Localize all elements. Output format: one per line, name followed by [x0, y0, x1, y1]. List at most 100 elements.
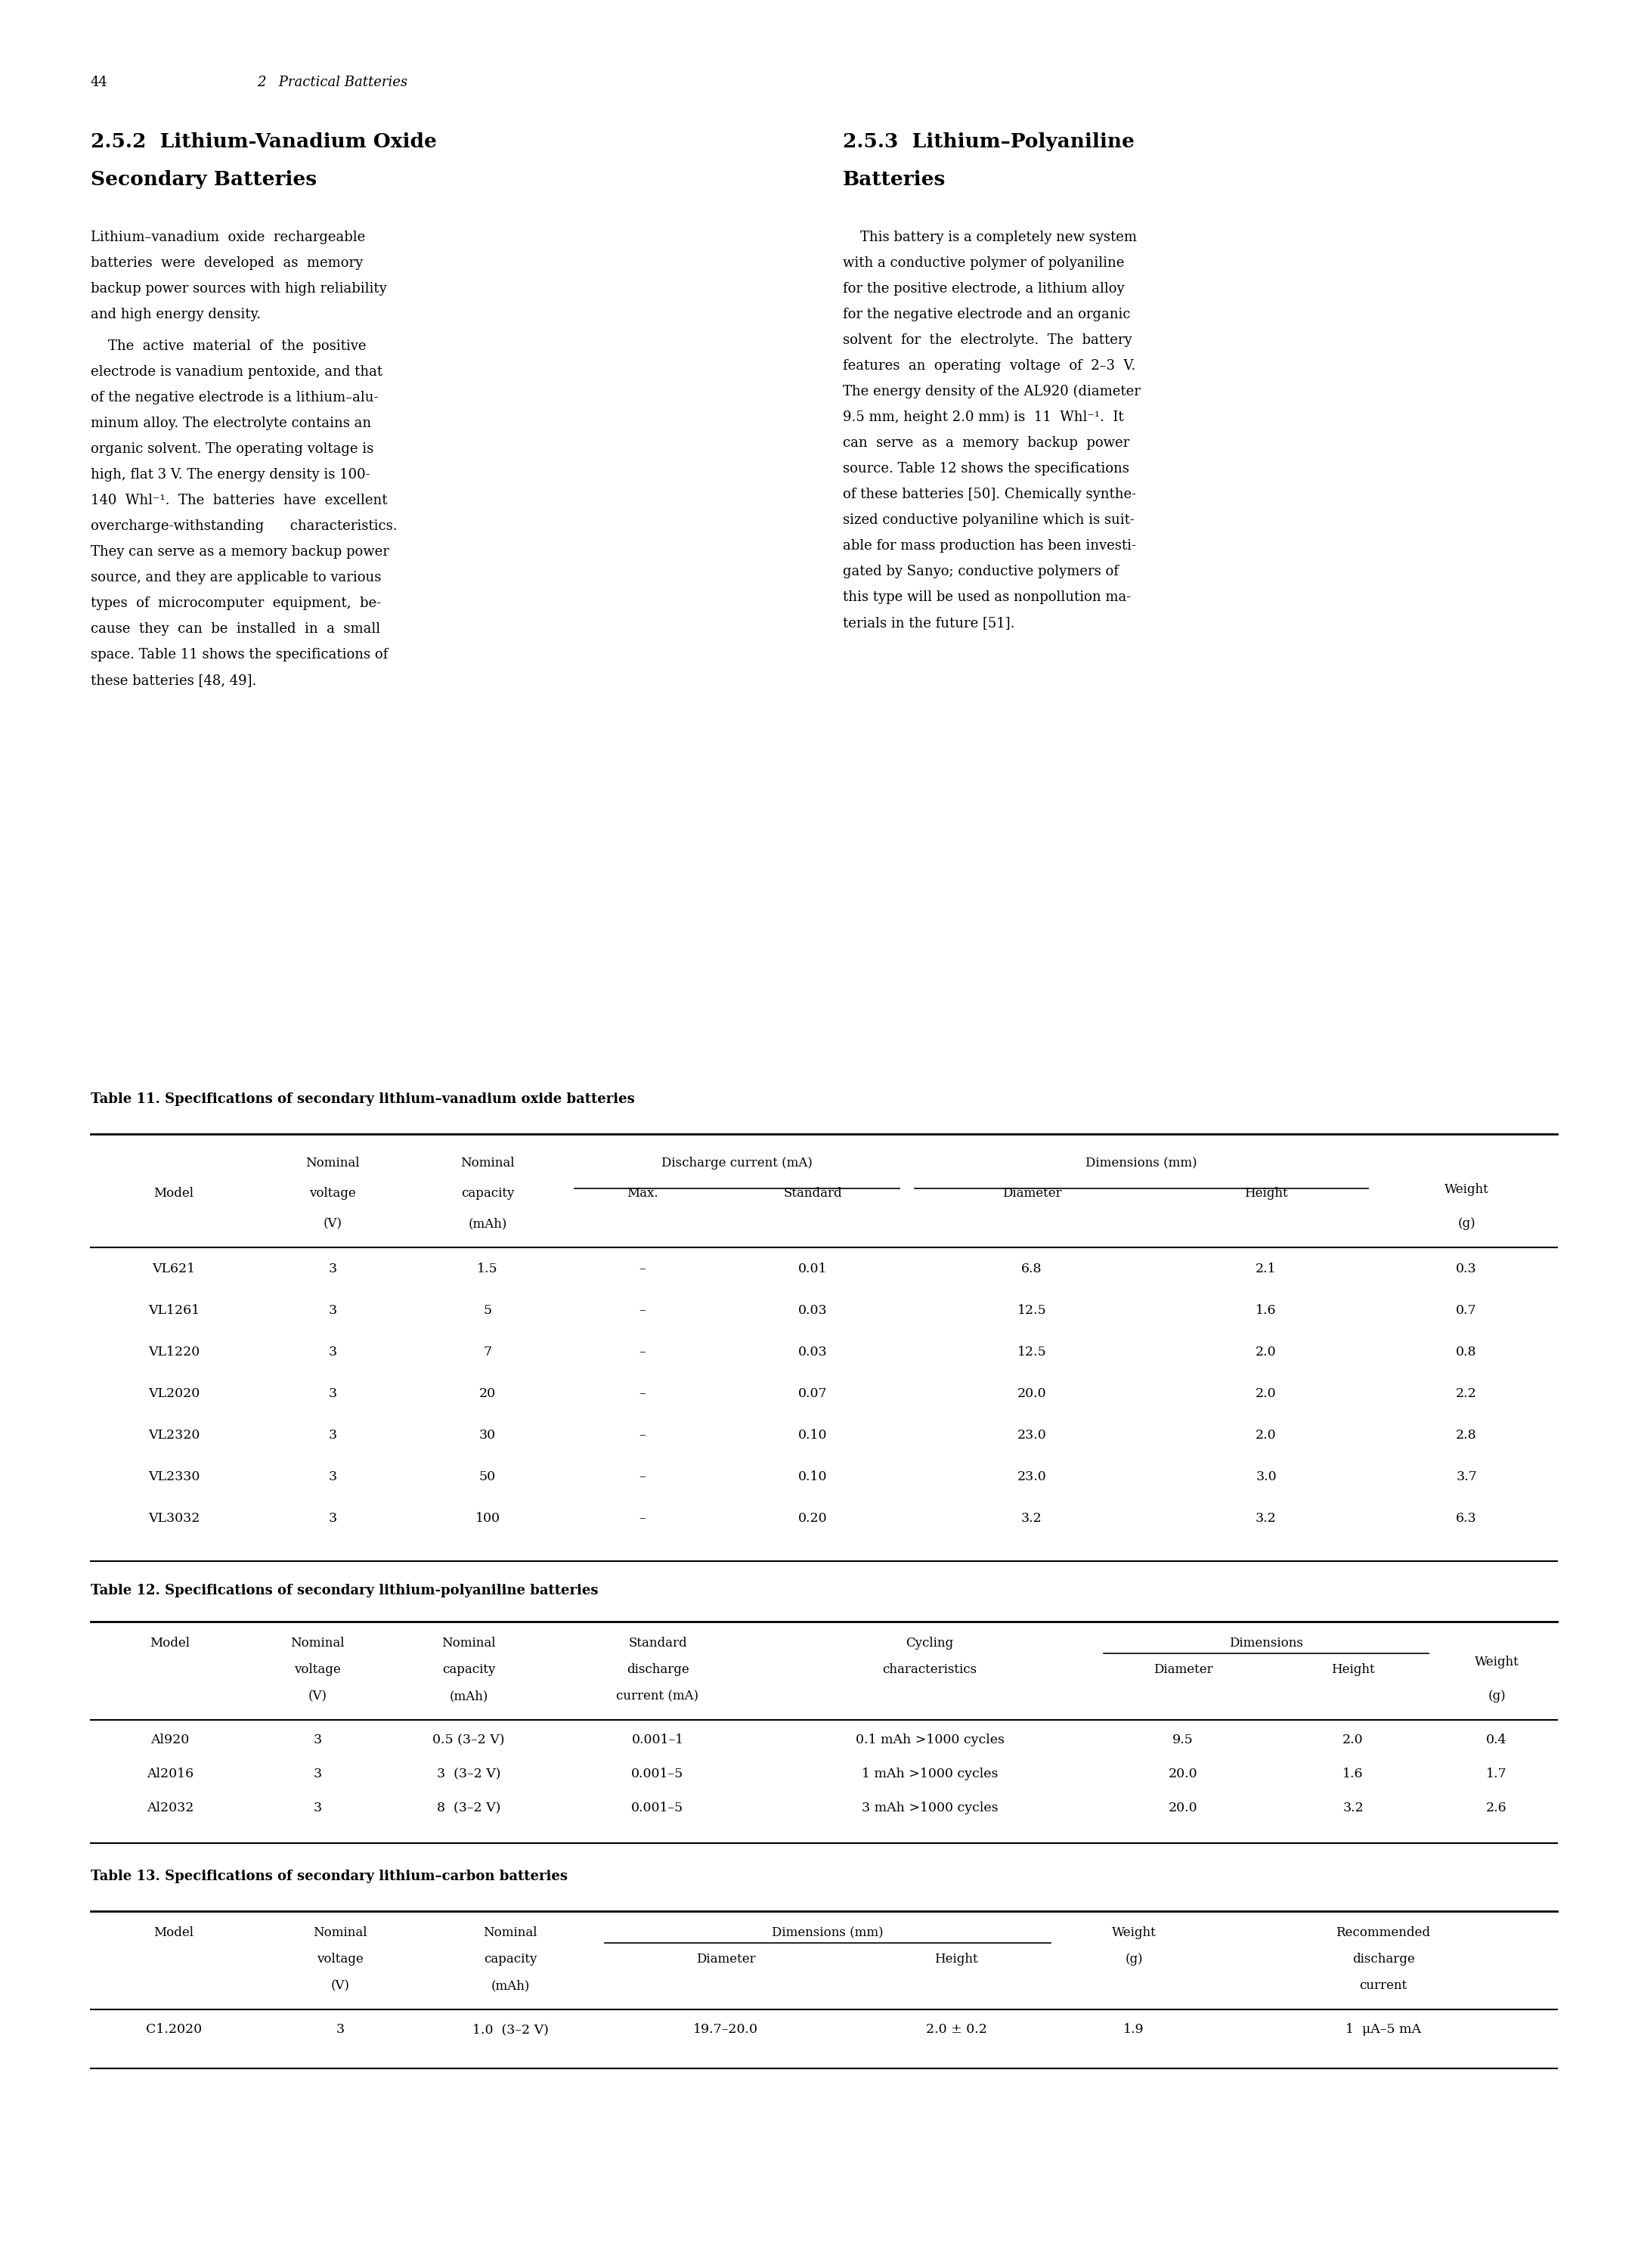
- Text: 0.8: 0.8: [1457, 1345, 1476, 1359]
- Text: discharge: discharge: [626, 1662, 688, 1676]
- Text: 0.001–5: 0.001–5: [631, 1767, 683, 1780]
- Text: 0.7: 0.7: [1457, 1304, 1476, 1318]
- Text: minum alloy. The electrolyte contains an: minum alloy. The electrolyte contains an: [90, 417, 371, 431]
- Text: features  an  operating  voltage  of  2–3  V.: features an operating voltage of 2–3 V.: [842, 358, 1136, 372]
- Text: VL621: VL621: [152, 1263, 196, 1275]
- Text: 1  μA–5 mA: 1 μA–5 mA: [1346, 2023, 1421, 2037]
- Text: Nominal: Nominal: [306, 1157, 360, 1170]
- Text: –: –: [639, 1304, 646, 1318]
- Text: 3: 3: [329, 1470, 337, 1483]
- Text: (g): (g): [1457, 1218, 1475, 1229]
- Text: voltage: voltage: [317, 1953, 363, 1966]
- Text: space. Table 11 shows the specifications of: space. Table 11 shows the specifications…: [90, 649, 387, 662]
- Text: 3 mAh >1000 cycles: 3 mAh >1000 cycles: [862, 1801, 997, 1814]
- Text: 3.2: 3.2: [1022, 1513, 1041, 1524]
- Text: Secondary Batteries: Secondary Batteries: [90, 170, 317, 188]
- Text: 100: 100: [476, 1513, 500, 1524]
- Text: –: –: [639, 1263, 646, 1275]
- Text: Weight: Weight: [1475, 1656, 1519, 1669]
- Text: Dimensions: Dimensions: [1230, 1637, 1303, 1649]
- Text: 2   Practical Batteries: 2 Practical Batteries: [257, 75, 407, 88]
- Text: 2.1: 2.1: [1256, 1263, 1277, 1275]
- Text: cause  they  can  be  installed  in  a  small: cause they can be installed in a small: [90, 621, 381, 635]
- Text: 3: 3: [329, 1345, 337, 1359]
- Text: capacity: capacity: [484, 1953, 536, 1966]
- Text: –: –: [639, 1470, 646, 1483]
- Text: Height: Height: [935, 1953, 978, 1966]
- Text: Height: Height: [1331, 1662, 1375, 1676]
- Text: 3: 3: [335, 2023, 345, 2037]
- Text: Diameter: Diameter: [1002, 1186, 1061, 1200]
- Text: 140  Whl⁻¹.  The  batteries  have  excellent: 140 Whl⁻¹. The batteries have excellent: [90, 494, 387, 508]
- Text: –: –: [639, 1345, 646, 1359]
- Text: (mAh): (mAh): [450, 1690, 489, 1703]
- Text: 8  (3–2 V): 8 (3–2 V): [437, 1801, 500, 1814]
- Text: 12.5: 12.5: [1017, 1345, 1046, 1359]
- Text: voltage: voltage: [309, 1186, 356, 1200]
- Text: 1.0  (3–2 V): 1.0 (3–2 V): [473, 2023, 548, 2037]
- Text: backup power sources with high reliability: backup power sources with high reliabili…: [90, 281, 387, 295]
- Text: 23.0: 23.0: [1017, 1470, 1046, 1483]
- Text: 3: 3: [329, 1513, 337, 1524]
- Text: electrode is vanadium pentoxide, and that: electrode is vanadium pentoxide, and tha…: [90, 365, 383, 379]
- Text: 1 mAh >1000 cycles: 1 mAh >1000 cycles: [862, 1767, 997, 1780]
- Text: 9.5: 9.5: [1172, 1733, 1194, 1746]
- Text: VL2320: VL2320: [149, 1429, 199, 1442]
- Text: Al920: Al920: [150, 1733, 190, 1746]
- Text: current: current: [1359, 1980, 1408, 1991]
- Text: Cycling: Cycling: [906, 1637, 953, 1649]
- Text: 1.9: 1.9: [1123, 2023, 1144, 2037]
- Text: Model: Model: [154, 1926, 195, 1939]
- Text: 0.5 (3–2 V): 0.5 (3–2 V): [433, 1733, 505, 1746]
- Text: Recommended: Recommended: [1336, 1926, 1431, 1939]
- Text: The energy density of the AL920 (diameter: The energy density of the AL920 (diamete…: [842, 386, 1141, 399]
- Text: Discharge current (mA): Discharge current (mA): [662, 1157, 813, 1170]
- Text: (V): (V): [307, 1690, 327, 1703]
- Text: source. Table 12 shows the specifications: source. Table 12 shows the specification…: [842, 463, 1130, 476]
- Text: capacity: capacity: [441, 1662, 495, 1676]
- Text: current (mA): current (mA): [616, 1690, 698, 1703]
- Text: 6.3: 6.3: [1457, 1513, 1476, 1524]
- Text: 1.6: 1.6: [1256, 1304, 1277, 1318]
- Text: (g): (g): [1488, 1690, 1506, 1703]
- Text: Dimensions (mm): Dimensions (mm): [772, 1926, 883, 1939]
- Text: 3  (3–2 V): 3 (3–2 V): [437, 1767, 500, 1780]
- Text: 20.0: 20.0: [1169, 1767, 1197, 1780]
- Text: of these batteries [50]. Chemically synthe-: of these batteries [50]. Chemically synt…: [842, 488, 1136, 501]
- Text: Dimensions (mm): Dimensions (mm): [1086, 1157, 1197, 1170]
- Text: The  active  material  of  the  positive: The active material of the positive: [90, 340, 366, 354]
- Text: 2.0: 2.0: [1342, 1733, 1364, 1746]
- Text: 30: 30: [479, 1429, 495, 1442]
- Text: and high energy density.: and high energy density.: [90, 308, 262, 322]
- Text: 20.0: 20.0: [1017, 1388, 1046, 1399]
- Text: 19.7–20.0: 19.7–20.0: [693, 2023, 759, 2037]
- Text: 2.6: 2.6: [1486, 1801, 1507, 1814]
- Text: 23.0: 23.0: [1017, 1429, 1046, 1442]
- Text: 0.10: 0.10: [798, 1470, 827, 1483]
- Text: (V): (V): [330, 1980, 350, 1991]
- Text: 0.10: 0.10: [798, 1429, 827, 1442]
- Text: overcharge-withstanding      characteristics.: overcharge-withstanding characteristics.: [90, 519, 397, 533]
- Text: 20.0: 20.0: [1169, 1801, 1197, 1814]
- Text: 0.20: 0.20: [798, 1513, 827, 1524]
- Text: 0.01: 0.01: [798, 1263, 827, 1275]
- Text: Nominal: Nominal: [484, 1926, 538, 1939]
- Text: Al2016: Al2016: [147, 1767, 193, 1780]
- Text: 7: 7: [484, 1345, 492, 1359]
- Text: 2.5.3  Lithium–Polyaniline: 2.5.3 Lithium–Polyaniline: [842, 132, 1135, 152]
- Text: organic solvent. The operating voltage is: organic solvent. The operating voltage i…: [90, 442, 374, 456]
- Text: types  of  microcomputer  equipment,  be-: types of microcomputer equipment, be-: [90, 596, 381, 610]
- Text: VL1220: VL1220: [149, 1345, 199, 1359]
- Text: 1.5: 1.5: [477, 1263, 499, 1275]
- Text: 0.07: 0.07: [798, 1388, 827, 1399]
- Text: 2.5.2  Lithium-Vanadium Oxide: 2.5.2 Lithium-Vanadium Oxide: [90, 132, 437, 152]
- Text: –: –: [639, 1513, 646, 1524]
- Text: Weight: Weight: [1444, 1184, 1488, 1195]
- Text: 2.0 ± 0.2: 2.0 ± 0.2: [925, 2023, 988, 2037]
- Text: 2.2: 2.2: [1455, 1388, 1476, 1399]
- Text: Diameter: Diameter: [697, 1953, 755, 1966]
- Text: terials in the future [51].: terials in the future [51].: [842, 617, 1015, 631]
- Text: this type will be used as nonpollution ma-: this type will be used as nonpollution m…: [842, 590, 1131, 603]
- Text: Table 12. Specifications of secondary lithium-polyaniline batteries: Table 12. Specifications of secondary li…: [90, 1583, 598, 1597]
- Text: Height: Height: [1244, 1186, 1288, 1200]
